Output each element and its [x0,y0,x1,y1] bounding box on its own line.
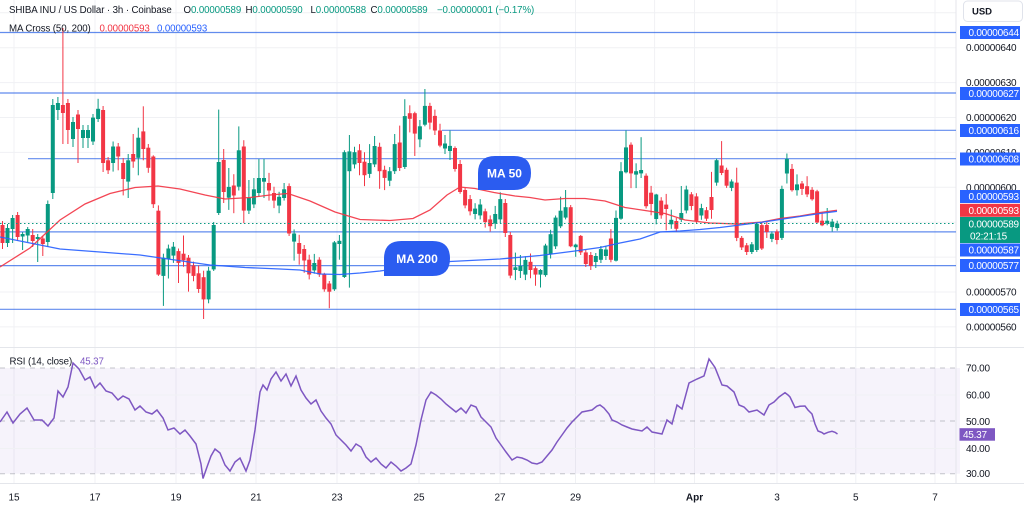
svg-text:21: 21 [250,493,262,504]
svg-text:0.00000640: 0.00000640 [966,43,1017,54]
svg-text:0.00000630: 0.00000630 [966,78,1017,89]
svg-text:MA 50: MA 50 [487,166,522,180]
svg-text:0.00000593: 0.00000593 [969,192,1020,203]
svg-text:0.00000616: 0.00000616 [969,126,1020,137]
svg-text:27: 27 [494,493,506,504]
svg-text:0.00000589: 0.00000589 [969,220,1020,231]
svg-text:0.00000644: 0.00000644 [969,28,1020,39]
svg-text:USD: USD [972,7,992,18]
svg-text:0.00000560: 0.00000560 [966,322,1017,333]
svg-text:25: 25 [413,493,425,504]
svg-text:7: 7 [932,493,938,504]
svg-text:40.00: 40.00 [966,444,990,455]
svg-text:29: 29 [570,493,582,504]
svg-text:0.00000627: 0.00000627 [969,89,1020,100]
svg-text:SHIBA INU / US Dollar · 3h · C: SHIBA INU / US Dollar · 3h · Coinbase O0.… [9,5,534,16]
svg-text:17: 17 [89,493,101,504]
svg-text:70.00: 70.00 [966,364,990,375]
svg-text:0.00000565: 0.00000565 [969,305,1020,316]
svg-text:0.00000587: 0.00000587 [969,246,1020,257]
svg-text:30.00: 30.00 [966,469,990,480]
svg-text:3: 3 [774,493,780,504]
svg-text:0.00000593: 0.00000593 [969,206,1020,217]
svg-text:15: 15 [8,493,20,504]
svg-text:19: 19 [170,493,182,504]
svg-text:Apr: Apr [686,493,703,504]
svg-text:0.00000620: 0.00000620 [966,113,1017,124]
svg-text:50.00: 50.00 [966,417,990,428]
svg-text:MA 200: MA 200 [396,252,438,266]
svg-text:RSI (14, close)45.37: RSI (14, close) 45.37 [10,357,104,368]
svg-text:0.00000600: 0.00000600 [966,183,1017,194]
svg-text:45.37: 45.37 [963,430,987,441]
svg-text:02:21:15: 02:21:15 [970,232,1008,243]
svg-text:0.00000577: 0.00000577 [969,261,1020,272]
svg-text:23: 23 [331,493,343,504]
svg-text:0.00000570: 0.00000570 [966,288,1017,299]
svg-text:60.00: 60.00 [966,391,990,402]
svg-text:0.00000608: 0.00000608 [969,155,1020,166]
svg-text:5: 5 [853,493,859,504]
